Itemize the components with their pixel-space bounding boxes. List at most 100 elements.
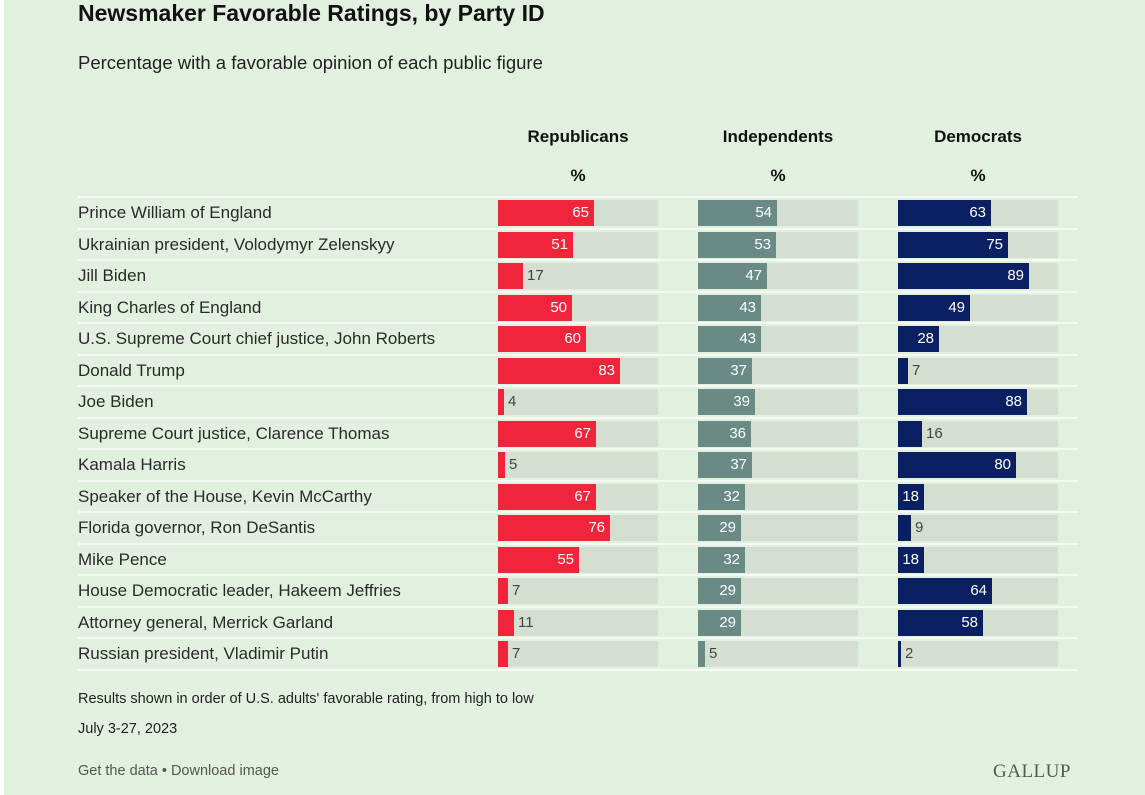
- row-separator: [78, 416, 1078, 419]
- row-separator: [78, 259, 1078, 261]
- get-data-link[interactable]: Get the data: [78, 763, 158, 779]
- link-separator: •: [161, 763, 167, 779]
- row-separator: [78, 385, 1078, 387]
- bar-track-democrats: 7: [898, 358, 1058, 384]
- survey-dates: July 3-27, 2023: [78, 721, 178, 737]
- bar-democrats: [898, 484, 924, 510]
- bar-track-independents: 53: [698, 232, 858, 258]
- bar-independents: [698, 610, 741, 636]
- bar-track-republicans: 65: [498, 200, 658, 226]
- row-label: Speaker of the House, Kevin McCarthy: [78, 487, 372, 506]
- data-label-independents: 32: [723, 551, 740, 568]
- data-label-republicans: 67: [574, 425, 591, 442]
- row-label: Jill Biden: [78, 266, 147, 285]
- bar-democrats: [898, 358, 908, 384]
- bar-democrats: [898, 263, 1029, 289]
- data-label-democrats: 2: [905, 645, 914, 662]
- bar-track-republicans: 5: [498, 452, 658, 478]
- bar-track-republicans: 4: [498, 389, 658, 415]
- gallup-logo: GALLUP: [993, 761, 1071, 782]
- bar-track-independents: 47: [698, 263, 858, 289]
- data-label-independents: 47: [745, 267, 762, 284]
- data-label-democrats: 28: [917, 330, 934, 347]
- bar-independents: [698, 641, 705, 667]
- data-label-democrats: 58: [961, 614, 978, 631]
- row-separator: [78, 605, 1078, 608]
- bar-track-democrats: 80: [898, 452, 1058, 478]
- bar-democrats: [898, 610, 983, 636]
- bar-track-independents: 29: [698, 578, 858, 604]
- bar-track-republicans: 67: [498, 484, 658, 510]
- bar-republicans: [498, 326, 586, 352]
- data-label-independents: 37: [730, 362, 747, 379]
- data-label-independents: 29: [719, 519, 736, 536]
- bar-republicans: [498, 295, 572, 321]
- bar-track-democrats: 18: [898, 484, 1058, 510]
- row-separator: [78, 353, 1078, 356]
- data-label-democrats: 18: [902, 488, 919, 505]
- data-label-republicans: 11: [518, 614, 534, 631]
- data-label-republicans: 55: [557, 551, 574, 568]
- data-label-republicans: 4: [508, 393, 517, 410]
- bar-democrats: [898, 515, 911, 541]
- data-label-independents: 39: [733, 393, 750, 410]
- bar-republicans: [498, 610, 514, 636]
- data-label-democrats: 80: [994, 456, 1011, 473]
- bar-track-democrats: 64: [898, 578, 1058, 604]
- bar-democrats: [898, 389, 1027, 415]
- bar-track-democrats: 18: [898, 547, 1058, 573]
- data-label-independents: 32: [723, 488, 740, 505]
- row-label: Joe Biden: [78, 392, 154, 411]
- data-label-republicans: 5: [509, 456, 518, 473]
- footer-links: Get the data • Download image: [78, 763, 279, 779]
- bar-track-republicans: 7: [498, 578, 658, 604]
- bar-track-independents: 29: [698, 515, 858, 541]
- data-label-independents: 5: [709, 645, 718, 662]
- data-label-independents: 53: [754, 236, 771, 253]
- bar-independents: [698, 547, 745, 573]
- bar-republicans: [498, 389, 504, 415]
- bar-democrats: [898, 200, 991, 226]
- bar-republicans: [498, 515, 610, 541]
- data-label-democrats: 18: [902, 551, 919, 568]
- data-label-democrats: 75: [986, 236, 1003, 253]
- row-separator: [78, 196, 1078, 198]
- row-separator: [78, 448, 1078, 450]
- download-image-link[interactable]: Download image: [170, 763, 279, 779]
- bar-independents: [698, 452, 752, 478]
- bar-republicans: [498, 578, 508, 604]
- bar-democrats: [898, 452, 1016, 478]
- bar-track-independents: 36: [698, 421, 858, 447]
- bar-republicans: [498, 547, 579, 573]
- bar-track-democrats: 28: [898, 326, 1058, 352]
- row-separator: [78, 479, 1078, 482]
- unit-label-independents: %: [770, 166, 786, 185]
- data-label-independents: 43: [739, 299, 756, 316]
- bar-republicans: [498, 263, 523, 289]
- data-label-independents: 29: [719, 614, 736, 631]
- column-header-republicans: Republicans: [527, 127, 629, 146]
- bar-independents: [698, 200, 777, 226]
- data-label-independents: 54: [755, 204, 772, 221]
- bar-independents: [698, 326, 761, 352]
- bar-republicans: [498, 358, 620, 384]
- data-label-republicans: 7: [512, 645, 521, 662]
- bar-track-republicans: 76: [498, 515, 658, 541]
- bar-track-independents: 32: [698, 484, 858, 510]
- data-label-republicans: 83: [598, 362, 615, 379]
- data-label-democrats: 64: [970, 582, 987, 599]
- bar-track-independents: 37: [698, 452, 858, 478]
- bar-republicans: [498, 232, 573, 258]
- row-label: Donald Trump: [78, 361, 185, 380]
- bar-independents: [698, 515, 741, 541]
- row-separator: [78, 542, 1078, 545]
- data-label-republicans: 17: [527, 267, 544, 284]
- chart-title: Newsmaker Favorable Ratings, by Party ID: [78, 0, 545, 26]
- bar-democrats: [898, 547, 924, 573]
- bar-track-independents: 43: [698, 326, 858, 352]
- bar-track-democrats: 16: [898, 421, 1058, 447]
- data-label-democrats: 49: [948, 299, 965, 316]
- bar-independents: [698, 389, 755, 415]
- bar-track-republicans: 50: [498, 295, 658, 321]
- row-separator: [78, 574, 1078, 576]
